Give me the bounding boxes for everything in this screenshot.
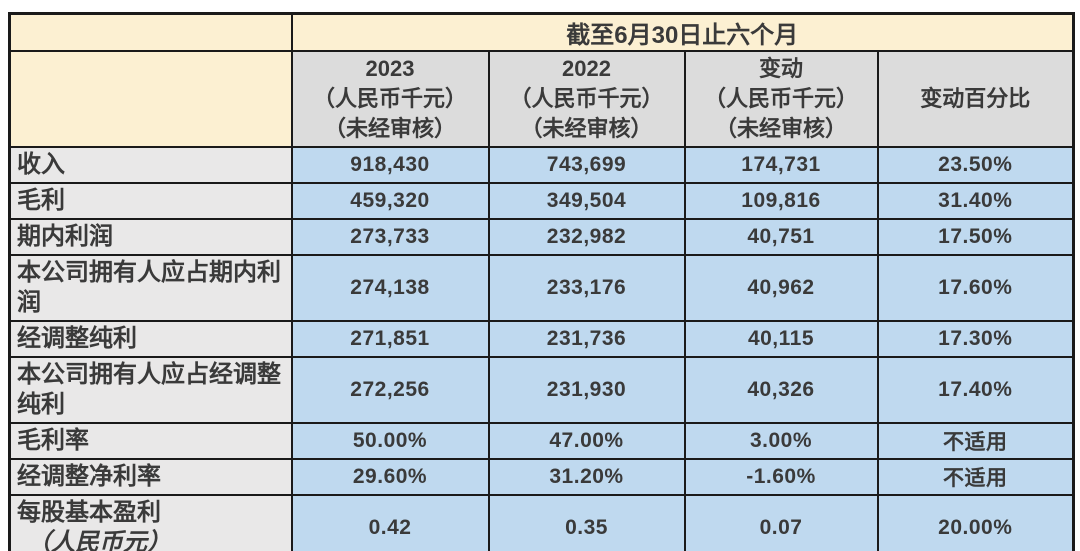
table-row: 本公司拥有人应占期内利润 274,138 233,176 40,962 17.60% (8, 254, 1075, 322)
cell-2022: 0.35 (487, 494, 686, 551)
cell-2023: 29.60% (290, 458, 490, 496)
cell-change-pct: 不适用 (876, 458, 1075, 496)
period-header-row: 截至6月30日止六个月 (8, 12, 1075, 52)
cell-change: 174,731 (683, 146, 879, 184)
row-label-text: 期内利润 (17, 223, 113, 250)
table-body: 收入 918,430 743,699 174,731 23.50% 毛利 459,320 34… (8, 146, 1075, 551)
cell-change: 40,326 (683, 356, 879, 424)
cell-2023: 271,851 (290, 320, 490, 358)
cell-change-pct: 17.30% (876, 320, 1075, 358)
cell-change-pct: 31.40% (876, 182, 1075, 220)
column-header-2023: 2023 （人民币千元） （未经审核） (290, 50, 490, 148)
row-label-text: 本公司拥有人应占经调整纯利 (17, 361, 281, 418)
cell-2022: 233,176 (487, 254, 686, 322)
cell-2023: 272,256 (290, 356, 490, 424)
table-row: 本公司拥有人应占经调整纯利 272,256 231,930 40,326 17.40% (8, 356, 1075, 424)
period-header: 截至6月30日止六个月 (290, 12, 1075, 52)
row-label-text: 收入 (17, 151, 65, 178)
column-header-row: 2023 （人民币千元） （未经审核） 2022 （人民币千元） （未经审核） … (8, 50, 1075, 148)
table-row: 经调整净利率 29.60% 31.20% -1.60% 不适用 (8, 458, 1075, 496)
cell-change: 40,115 (683, 320, 879, 358)
cell-2023: 0.42 (290, 494, 490, 551)
cell-change: -1.60% (683, 458, 879, 496)
cell-change-pct: 17.50% (876, 218, 1075, 256)
cell-change: 40,962 (683, 254, 879, 322)
cell-2023: 50.00% (290, 422, 490, 460)
table-row: 经调整纯利 271,851 231,736 40,115 17.30% (8, 320, 1075, 358)
row-label-text: 毛利率 (17, 427, 89, 454)
row-label-text: 毛利 (17, 187, 65, 214)
row-label: 毛利率 (8, 422, 293, 460)
cell-2022: 31.20% (487, 458, 686, 496)
cell-change: 40,751 (683, 218, 879, 256)
cell-2022: 743,699 (487, 146, 686, 184)
cell-2023: 459,320 (290, 182, 490, 220)
column-header-change: 变动 （人民币千元） （未经审核） (683, 50, 879, 148)
table-row: 收入 918,430 743,699 174,731 23.50% (8, 146, 1075, 184)
row-label: 经调整净利率 (8, 458, 293, 496)
corner-cell (8, 12, 293, 52)
cell-2022: 349,504 (487, 182, 686, 220)
row-label: 期内利润 (8, 218, 293, 256)
row-label-unit: （人民币元） (27, 529, 171, 551)
cell-change-pct: 17.40% (876, 356, 1075, 424)
cell-2022: 232,982 (487, 218, 686, 256)
column-header-change-pct: 变动百分比 (876, 50, 1075, 148)
table-row: 毛利 459,320 349,504 109,816 31.40% (8, 182, 1075, 220)
corner-cell-2 (8, 50, 293, 148)
row-label: 每股基本盈利 （人民币元） (8, 494, 293, 551)
cell-2022: 47.00% (487, 422, 686, 460)
column-header-2022: 2022 （人民币千元） （未经审核） (487, 50, 686, 148)
row-label-text: 每股基本盈利 (17, 499, 161, 526)
row-label: 经调整纯利 (8, 320, 293, 358)
cell-change-pct: 23.50% (876, 146, 1075, 184)
table-row: 期内利润 273,733 232,982 40,751 17.50% (8, 218, 1075, 256)
row-label: 毛利 (8, 182, 293, 220)
cell-2023: 918,430 (290, 146, 490, 184)
cell-change-pct: 20.00% (876, 494, 1075, 551)
cell-change: 3.00% (683, 422, 879, 460)
cell-2023: 273,733 (290, 218, 490, 256)
row-label: 收入 (8, 146, 293, 184)
cell-2022: 231,930 (487, 356, 686, 424)
row-label-text: 本公司拥有人应占期内利润 (17, 259, 281, 316)
row-label-text: 经调整净利率 (17, 463, 161, 490)
row-label: 本公司拥有人应占期内利润 (8, 254, 293, 322)
cell-change-pct: 17.60% (876, 254, 1075, 322)
row-label-text: 经调整纯利 (17, 325, 137, 352)
financial-summary-table: 截至6月30日止六个月 2023 （人民币千元） （未经审核） 2022 （人民… (8, 12, 1076, 551)
table-row: 毛利率 50.00% 47.00% 3.00% 不适用 (8, 422, 1075, 460)
cell-change: 109,816 (683, 182, 879, 220)
cell-change-pct: 不适用 (876, 422, 1075, 460)
cell-2022: 231,736 (487, 320, 686, 358)
cell-2023: 274,138 (290, 254, 490, 322)
cell-change: 0.07 (683, 494, 879, 551)
table-row: 每股基本盈利 （人民币元） 0.42 0.35 0.07 20.00% (8, 494, 1075, 551)
row-label: 本公司拥有人应占经调整纯利 (8, 356, 293, 424)
